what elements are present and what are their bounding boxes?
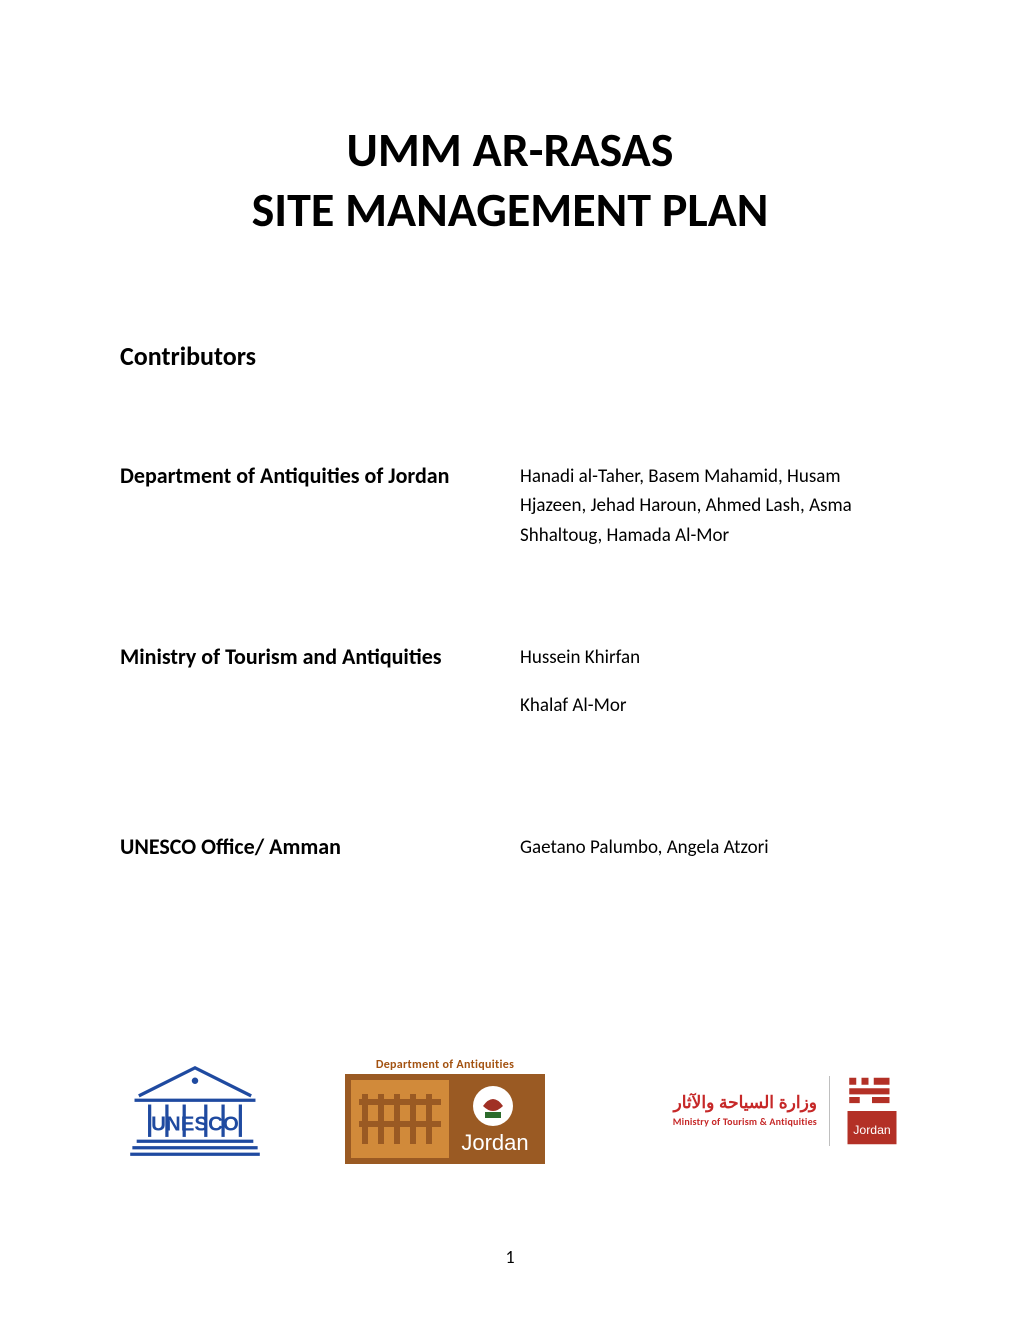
contributor-names: Hussein Khirfan [520, 643, 900, 672]
section-doa: Department of Antiquities of Jordan Hana… [120, 462, 900, 568]
logos-row: UNESCO Department of Antiquities Jordan [120, 1057, 900, 1165]
section-ministry: Ministry of Tourism and Antiquities Huss… [120, 643, 900, 738]
jordan-brand-icon: Jordan [844, 1076, 900, 1146]
doa-logo: Department of Antiquities Jordan [340, 1058, 550, 1164]
contributor-names: Khalaf Al-Mor [520, 691, 900, 720]
doa-country: Jordan [461, 1130, 528, 1155]
document-page: UMM AR-RASAS SITE MANAGEMENT PLAN Contri… [0, 0, 1020, 1320]
title-line-2: SITE MANAGEMENT PLAN [120, 180, 900, 240]
title-line-1: UMM AR-RASAS [120, 120, 900, 180]
section-label: Ministry of Tourism and Antiquities [120, 643, 520, 670]
section-names: Hussein Khirfan Khalaf Al-Mor [520, 643, 900, 738]
ministry-text-block: وزارة السياحة والآثار Ministry of Touris… [673, 1076, 830, 1146]
ministry-english: Ministry of Tourism & Antiquities [673, 1115, 817, 1128]
contributors-heading: Contributors [120, 340, 900, 372]
ministry-logo-group: وزارة السياحة والآثار Ministry of Touris… [620, 1076, 900, 1146]
page-number: 1 [0, 1246, 1020, 1268]
contributor-names: Hanadi al-Taher, Basem Mahamid, Husam Hj… [520, 462, 900, 550]
document-title: UMM AR-RASAS SITE MANAGEMENT PLAN [120, 120, 900, 240]
section-unesco: UNESCO Office/ Amman Gaetano Palumbo, An… [120, 833, 900, 880]
section-names: Hanadi al-Taher, Basem Mahamid, Husam Hj… [520, 462, 900, 568]
doa-icon: Jordan [345, 1074, 545, 1164]
unesco-text: UNESCO [151, 1112, 239, 1135]
section-label: UNESCO Office/ Amman [120, 833, 520, 860]
contributor-names: Gaetano Palumbo, Angela Atzori [520, 833, 900, 862]
doa-top-text: Department of Antiquities [376, 1058, 514, 1072]
jordan-brand-text: Jordan [853, 1123, 891, 1137]
ministry-arabic: وزارة السياحة والآثار [674, 1094, 817, 1111]
unesco-icon: UNESCO [130, 1057, 260, 1165]
section-label: Department of Antiquities of Jordan [120, 462, 520, 489]
section-names: Gaetano Palumbo, Angela Atzori [520, 833, 900, 880]
unesco-logo: UNESCO [120, 1057, 270, 1165]
